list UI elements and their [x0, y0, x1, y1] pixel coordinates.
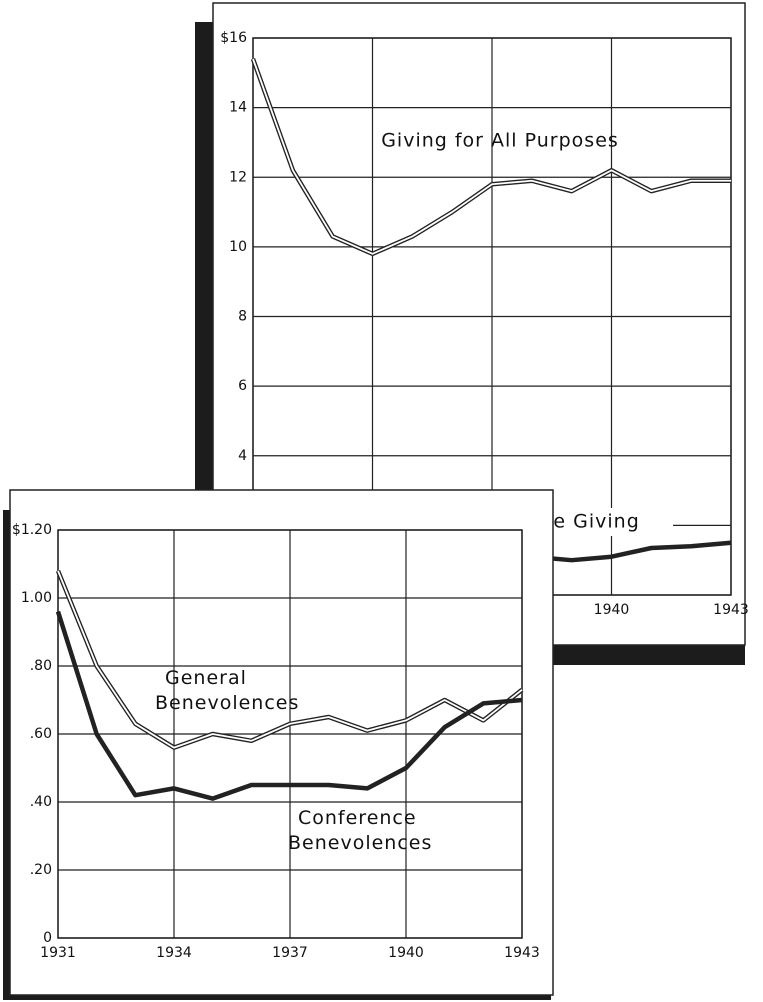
series-label: General Benevolences	[155, 667, 299, 714]
y-tick-label: 10	[229, 239, 247, 255]
y-tick-label: 8	[238, 309, 247, 325]
plot-border	[57, 529, 523, 939]
y-tick-label: $16	[220, 30, 247, 46]
series-line	[55, 610, 523, 801]
y-tick-label: 6	[238, 378, 247, 394]
y-tick-label: 0	[43, 930, 52, 946]
series-label: Giving for All Purposes	[381, 130, 619, 152]
y-tick-label: $1.20	[12, 522, 52, 538]
panel	[9, 489, 554, 996]
series-line	[57, 570, 523, 749]
y-tick-label: .60	[30, 726, 52, 742]
y-tick-label: .40	[30, 794, 52, 810]
y-tick-label: 12	[229, 169, 247, 185]
x-tick-label: 1937	[272, 945, 308, 961]
x-tick-label: 1940	[388, 945, 424, 961]
x-tick-label: 1934	[156, 945, 192, 961]
x-tick-label: 1931	[40, 945, 76, 961]
series-line	[252, 58, 731, 255]
x-tick-label: 1940	[594, 602, 630, 618]
y-tick-label: 14	[229, 100, 247, 116]
series-label: Conference Benevolences	[288, 807, 432, 854]
y-tick-label: .80	[30, 658, 52, 674]
y-tick-label: 1.00	[21, 590, 52, 606]
y-tick-label: .20	[30, 862, 52, 878]
x-tick-label: 1943	[713, 602, 749, 618]
y-tick-label: 4	[238, 448, 247, 464]
x-tick-label: 1943	[504, 945, 540, 961]
